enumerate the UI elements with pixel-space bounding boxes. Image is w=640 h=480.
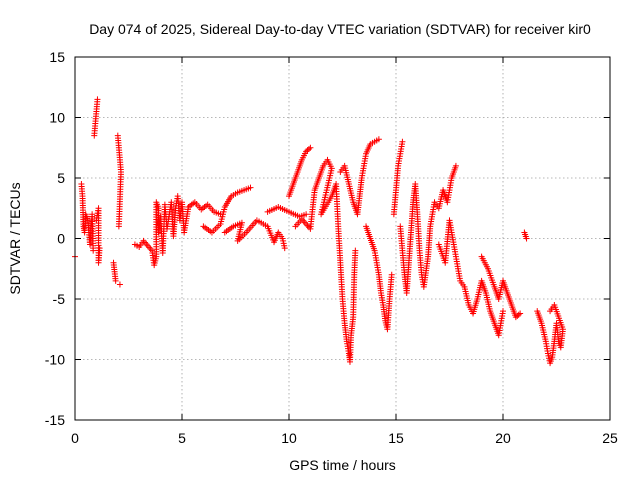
axis-ticks: 0 5 10 15 20 25 -15 -10 -5 0 5 10 15 [45, 49, 618, 446]
data-point [517, 310, 524, 317]
data-point [303, 211, 310, 218]
data-points [72, 96, 566, 367]
y-tick-label: 15 [49, 49, 65, 65]
data-point [90, 247, 97, 254]
data-point [305, 145, 312, 152]
y-tick-label: -10 [45, 352, 65, 368]
x-tick-label: 15 [388, 430, 404, 446]
data-point [94, 96, 101, 103]
data-point [307, 144, 314, 151]
y-tick-label: -5 [53, 291, 66, 307]
x-tick-label: 10 [281, 430, 297, 446]
y-tick-label: -15 [45, 412, 65, 428]
x-tick-label: 25 [602, 430, 618, 446]
y-axis-label: SDTVAR / TECUs [7, 182, 23, 294]
x-tick-label: 0 [71, 430, 79, 446]
data-point [500, 308, 506, 315]
chart-title: Day 074 of 2025, Sidereal Day-to-day VTE… [89, 21, 591, 37]
data-point [523, 235, 530, 242]
data-point [281, 245, 288, 252]
data-point [399, 138, 406, 145]
grid-lines [75, 57, 610, 420]
data-point [115, 223, 122, 230]
data-point [247, 184, 254, 191]
data-point [388, 271, 395, 278]
data-point [452, 162, 459, 169]
x-tick-label: 5 [178, 430, 186, 446]
y-tick-label: 5 [57, 170, 65, 186]
data-point [96, 245, 103, 252]
data-point [375, 136, 382, 143]
data-point [112, 277, 119, 284]
data-point [116, 281, 123, 288]
data-point [515, 311, 522, 318]
data-point [352, 247, 359, 254]
data-point [547, 308, 554, 315]
y-tick-label: 0 [57, 231, 65, 247]
x-tick-label: 20 [495, 430, 511, 446]
x-axis-label: GPS time / hours [289, 457, 396, 473]
y-tick-label: 10 [49, 110, 65, 126]
